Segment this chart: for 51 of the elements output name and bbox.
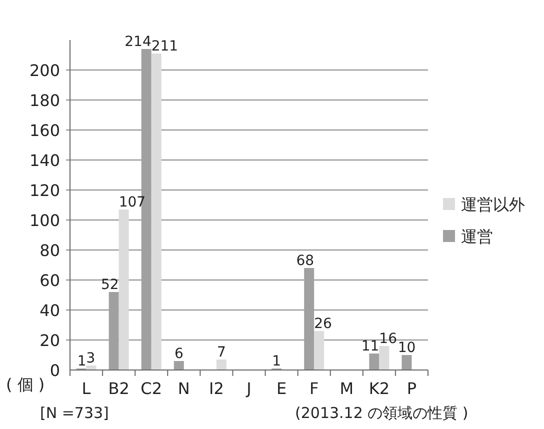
y-tick-label: 40 [40,301,60,320]
data-label: 10 [398,340,416,356]
bar [174,361,184,370]
y-tick-label: 200 [29,61,60,80]
x-tick-label: M [340,379,354,398]
bar [151,54,162,370]
x-tick-label: L [82,379,91,398]
data-label: 68 [296,253,314,269]
bar [379,346,390,370]
x-tick-label: P [406,379,417,398]
x-tick-label: I2 [209,379,224,398]
data-label: 6 [174,346,184,362]
text: (2013.12 の領域の性質 ) [295,404,468,422]
data-label: 1 [77,354,86,370]
data-label: 11 [361,338,380,354]
legend-label: 運営以外 [461,195,525,214]
data-label: 107 [118,194,146,210]
x-tick-label: K2 [368,379,390,398]
x-tick-label: E [276,379,287,398]
y-tick-label: 80 [40,241,60,260]
x-tick-label: C2 [140,379,162,398]
x-tick-label: B2 [108,379,130,398]
data-label: 7 [216,344,226,360]
data-label: 214 [124,34,152,50]
y-tick-label: 180 [29,91,60,110]
y-tick-label: 140 [29,151,60,170]
bar [118,210,129,370]
y-tick-label: 60 [40,271,60,290]
data-label: 211 [151,38,178,54]
x-tick-label: F [309,379,319,398]
bar [304,268,314,370]
data-label: 3 [86,350,96,366]
data-label: 16 [379,331,398,347]
data-label: 26 [314,316,332,332]
bar [216,360,226,370]
y-tick-label: 20 [40,331,60,350]
data-label: 1 [272,354,282,370]
y-tick-label: 100 [29,211,60,230]
bar [108,292,119,370]
y-axis-title: ( 個 ) [6,375,45,394]
text: [N =733] [40,404,109,422]
y-tick-label: 0 [50,361,60,380]
bar [369,354,380,370]
y-tick-label: 120 [29,181,60,200]
bar [402,355,412,370]
y-tick-label: 160 [29,121,60,140]
x-tick-label: J [246,379,252,398]
x-tick-label: N [178,379,190,398]
data-label: 52 [100,277,119,293]
legend-label: 運営 [461,227,493,246]
bar [314,331,324,370]
